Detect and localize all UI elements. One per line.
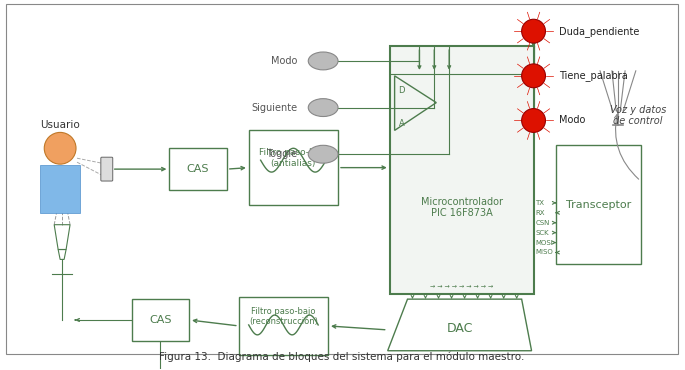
Bar (249, 130, 338, 205)
Circle shape (45, 132, 76, 164)
Text: Modo: Modo (271, 56, 297, 66)
Ellipse shape (308, 99, 338, 117)
Bar (169, 148, 227, 190)
Text: SCK: SCK (536, 230, 549, 236)
Ellipse shape (308, 145, 338, 163)
Text: CSN: CSN (536, 220, 550, 226)
Text: Siguiente: Siguiente (251, 102, 297, 112)
Bar (390, 46, 534, 294)
Text: CAS: CAS (149, 315, 172, 325)
Text: MISO: MISO (536, 249, 553, 256)
Text: → → → → → → → → →: → → → → → → → → → (430, 284, 493, 289)
Text: TX: TX (536, 200, 545, 206)
FancyBboxPatch shape (40, 165, 80, 213)
Text: A: A (399, 118, 404, 128)
Circle shape (522, 64, 545, 88)
Text: Filtro paso-bajo
(reconstrucción): Filtro paso-bajo (reconstrucción) (249, 306, 318, 326)
Bar (556, 145, 640, 265)
Text: Figura 13.  Diagrama de bloques del sistema para el módulo maestro.: Figura 13. Diagrama de bloques del siste… (160, 351, 525, 361)
Text: Toggle: Toggle (266, 149, 297, 159)
Text: Voz y datos
de control: Voz y datos de control (610, 105, 666, 126)
Text: D: D (399, 86, 405, 95)
Text: DAC: DAC (447, 322, 473, 336)
Circle shape (522, 108, 545, 132)
FancyBboxPatch shape (101, 157, 113, 181)
Text: RX: RX (536, 210, 545, 216)
Text: MOSI: MOSI (536, 239, 553, 246)
Text: Usuario: Usuario (40, 120, 80, 130)
Text: Transceptor: Transceptor (566, 200, 631, 210)
Bar (239, 297, 328, 355)
Text: Microcontrolador
PIC 16F873A: Microcontrolador PIC 16F873A (421, 196, 503, 218)
Circle shape (522, 19, 545, 43)
Text: Filtro paso-bajo
(antialias): Filtro paso-bajo (antialias) (259, 148, 328, 168)
Text: Duda_pendiente: Duda_pendiente (560, 26, 640, 37)
Bar (132, 299, 189, 341)
Text: CAS: CAS (187, 164, 210, 174)
Ellipse shape (308, 52, 338, 70)
Text: Tiene_palabra: Tiene_palabra (560, 70, 628, 81)
Text: Modo: Modo (560, 115, 586, 125)
